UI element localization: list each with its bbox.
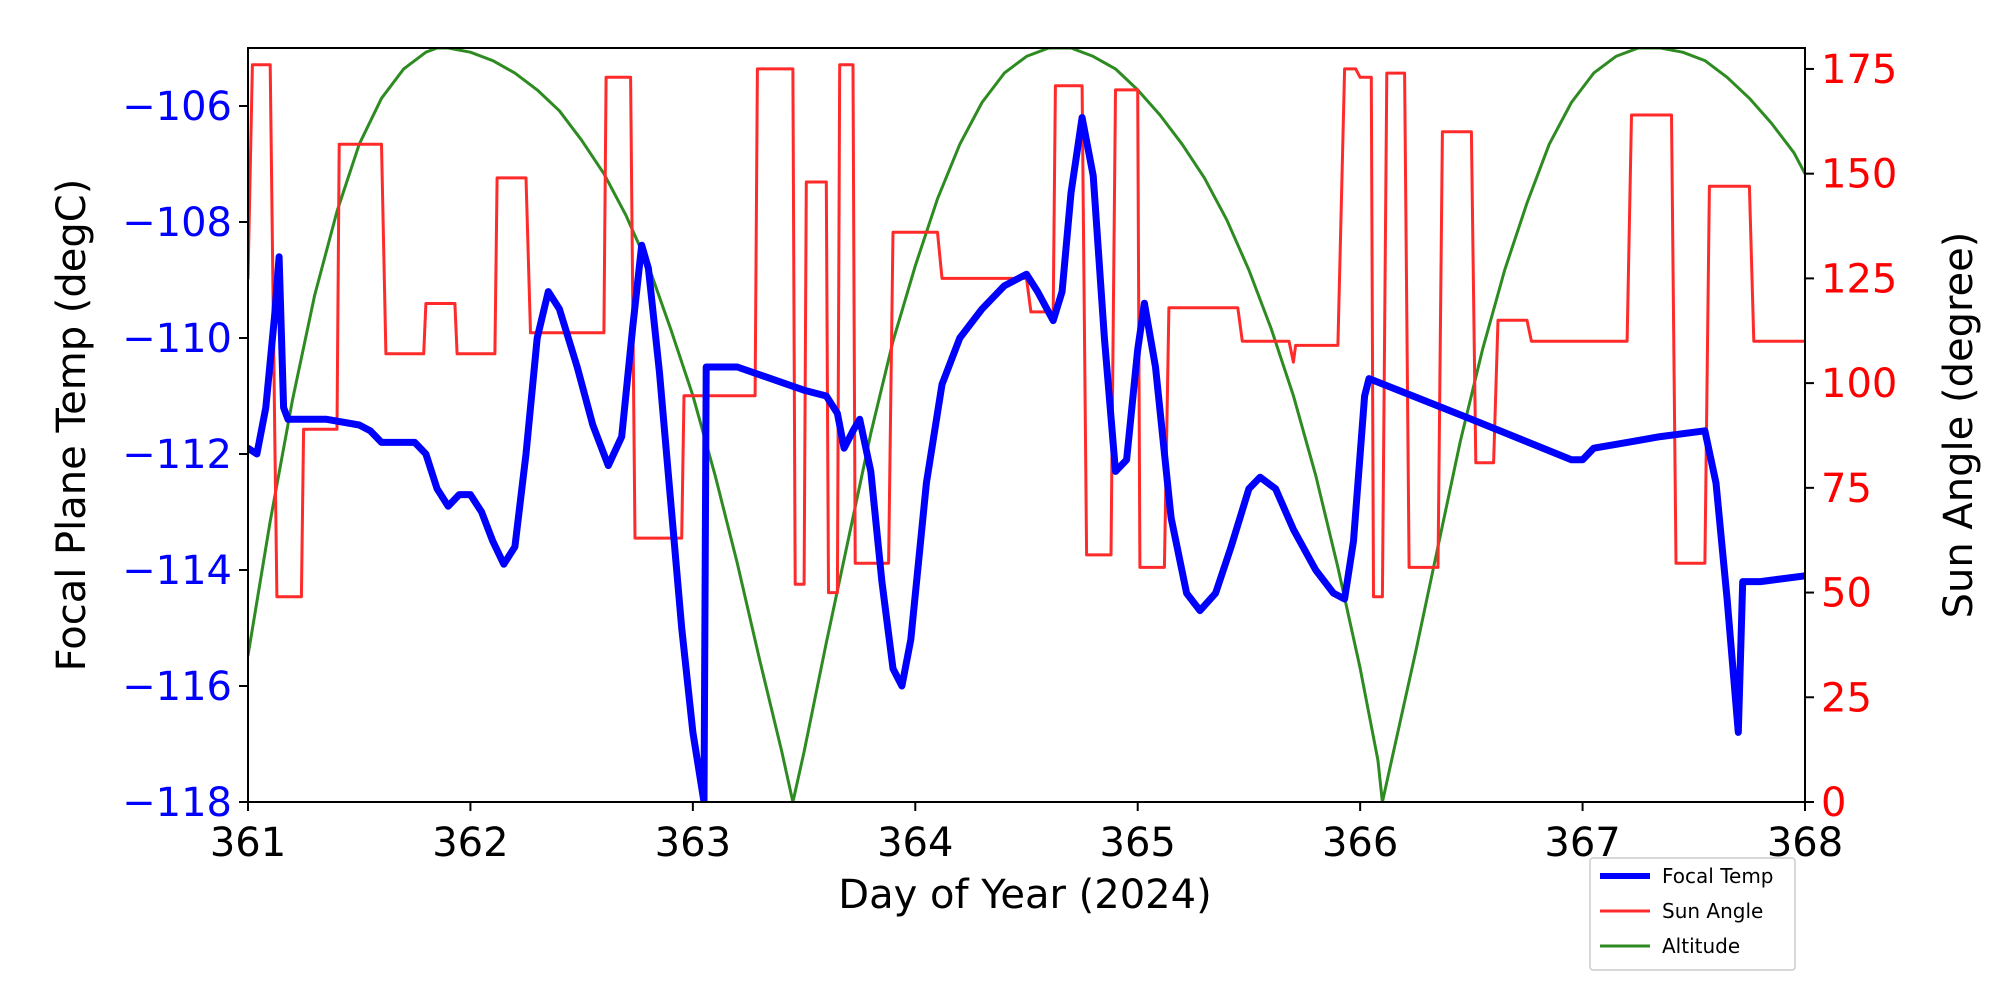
y-left-tick-label: −106	[122, 84, 232, 130]
series-line-sun-angle	[248, 63, 1805, 599]
y-axis-label-left: Focal Plane Temp (degC)	[49, 179, 95, 672]
y-right-tick-label: 25	[1821, 675, 1872, 721]
y-right-tick-label: 75	[1821, 466, 1872, 512]
y-left-tick-label: −114	[122, 548, 232, 594]
x-tick-label: 364	[877, 820, 953, 866]
x-axis-label: Day of Year (2024)	[838, 872, 1211, 918]
x-tick-label: 366	[1322, 820, 1398, 866]
plot-frame	[247, 47, 1806, 803]
x-tick-label: 365	[1100, 820, 1176, 866]
y-left-tick-label: −108	[122, 200, 232, 246]
x-tick-label: 362	[432, 820, 508, 866]
x-tick-label: 363	[655, 820, 731, 866]
y-right-tick-label: 175	[1821, 47, 1897, 93]
y-left-tick-label: −110	[122, 316, 232, 362]
y-right-tick-label: 0	[1821, 780, 1846, 826]
y-right-tick-label: 125	[1821, 256, 1897, 302]
y-left-tick-label: −116	[122, 664, 232, 710]
legend: Focal Temp Sun Angle Altitude	[1589, 857, 1796, 971]
y-right-tick-label: 150	[1821, 152, 1897, 198]
legend-box	[1589, 857, 1796, 971]
y-left-tick-label: −118	[122, 780, 232, 826]
series-line-focal-temp	[248, 114, 1805, 802]
y-axis-left: −106 −108 −110 −112 −114 −116 −118	[122, 84, 248, 826]
x-tick-label: 361	[210, 820, 286, 866]
y-axis-label-right: Sun Angle (degree)	[1936, 232, 1982, 619]
y-right-tick-label: 50	[1821, 571, 1872, 617]
legend-label-altitude: Altitude	[1662, 934, 1740, 958]
series-layer	[248, 48, 1805, 802]
legend-label-sun-angle: Sun Angle	[1662, 899, 1763, 923]
y-axis-right: 175 150 125 100 75 50 25 0	[1805, 47, 1897, 826]
x-axis: 361 362 363 364 365 366 367 368	[210, 802, 1843, 866]
legend-label-focal-temp: Focal Temp	[1662, 864, 1774, 888]
series-line-altitude	[248, 48, 1805, 802]
y-right-tick-label: 100	[1821, 361, 1897, 407]
y-left-tick-label: −112	[122, 432, 232, 478]
